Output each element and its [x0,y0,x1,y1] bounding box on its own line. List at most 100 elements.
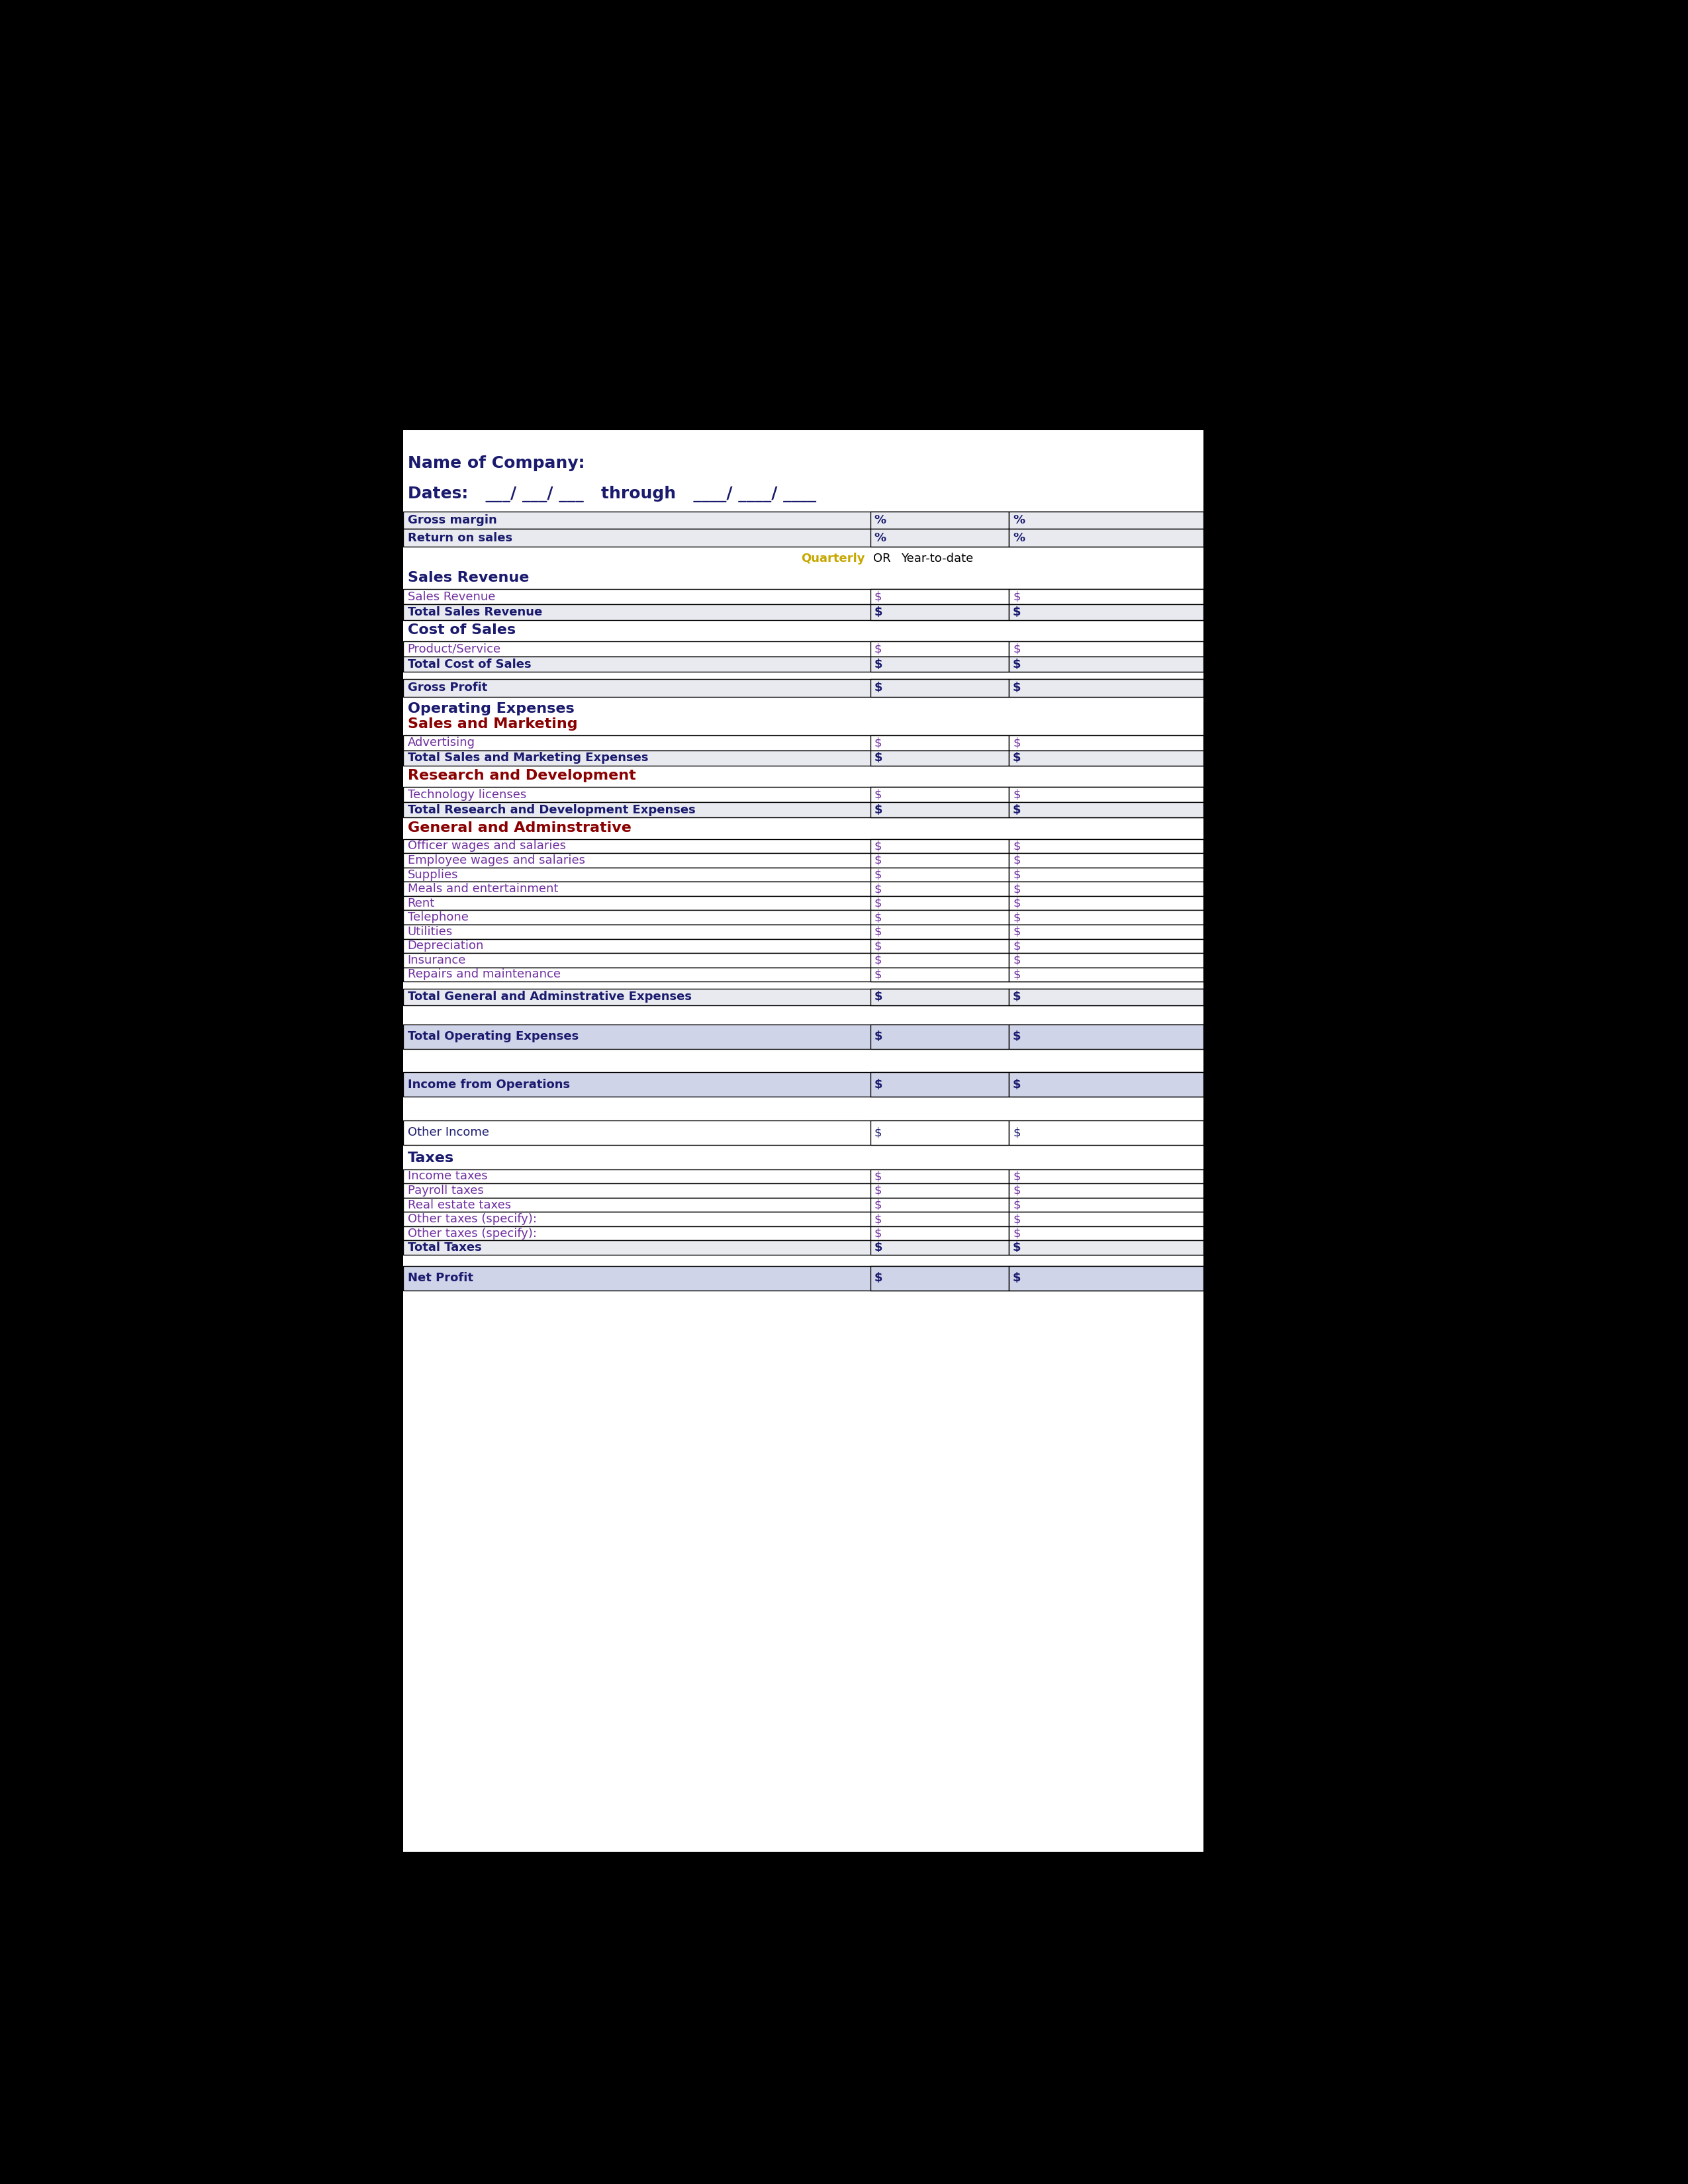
Text: %: % [874,515,886,526]
Text: Research and Development: Research and Development [407,769,636,782]
Text: $: $ [1013,788,1021,802]
Text: Dates:   ___/ ___/ ___   through   ____/ ____/ ____: Dates: ___/ ___/ ___ through ____/ ____/… [407,485,815,502]
Text: Name of Company:: Name of Company: [407,456,584,472]
Text: $: $ [874,939,881,952]
Text: $: $ [1013,939,1021,952]
Bar [403,1024,1204,1048]
Text: $: $ [1013,841,1021,852]
Text: Technology licenses: Technology licenses [407,788,527,802]
Bar [871,590,1009,605]
Bar [403,882,1204,895]
Text: $: $ [1013,736,1021,749]
Bar [1009,511,1204,529]
Text: Product/Service: Product/Service [407,642,501,655]
Bar [1009,1024,1204,1048]
Bar [403,605,1204,620]
Text: $: $ [1013,898,1021,909]
Bar [1009,1241,1204,1256]
Bar [1009,939,1204,952]
Bar [403,642,1204,657]
Bar [1009,1072,1204,1096]
Text: Total Research and Development Expenses: Total Research and Development Expenses [407,804,695,817]
Bar [1009,590,1204,605]
Text: $: $ [1013,926,1021,937]
Bar [1009,1212,1204,1225]
Bar [1009,751,1204,767]
Text: Sales Revenue: Sales Revenue [407,592,495,603]
Bar [403,679,1204,697]
Text: $: $ [1013,1199,1021,1210]
Text: Repairs and maintenance: Repairs and maintenance [407,968,560,981]
Text: $: $ [1013,804,1021,817]
Bar [1009,952,1204,968]
Bar [871,882,1009,895]
Text: Sales and Marketing: Sales and Marketing [407,716,577,729]
Text: Total Taxes: Total Taxes [407,1243,481,1254]
Text: Telephone: Telephone [407,911,468,924]
Bar [871,1267,1009,1291]
Text: $: $ [874,681,883,695]
Text: OR: OR [873,553,891,566]
Text: $: $ [874,926,881,937]
Bar [871,1168,1009,1184]
Bar [403,1072,1204,1096]
Text: $: $ [874,657,883,670]
Bar [403,839,1204,854]
Text: $: $ [874,841,881,852]
Text: $: $ [874,751,883,764]
Bar [1009,989,1204,1005]
Bar [1009,854,1204,867]
Text: $: $ [874,1031,883,1042]
Bar [871,736,1009,751]
Text: $: $ [1013,1273,1021,1284]
Bar [403,1120,1204,1144]
Text: Depreciation: Depreciation [407,939,484,952]
Text: Supplies: Supplies [407,869,457,880]
Text: Utilities: Utilities [407,926,452,937]
Bar [871,642,1009,657]
Bar [403,1225,1204,1241]
Text: Rent: Rent [407,898,436,909]
Text: $: $ [1013,657,1021,670]
Bar [1009,1197,1204,1212]
Bar [403,751,1204,767]
Text: $: $ [874,968,881,981]
Text: $: $ [874,992,883,1002]
Text: $: $ [1013,954,1021,965]
Bar [871,1072,1009,1096]
Text: Total Sales and Marketing Expenses: Total Sales and Marketing Expenses [407,751,648,764]
Bar [403,657,1204,673]
Text: $: $ [874,1127,881,1138]
Text: $: $ [1013,854,1021,867]
Bar [871,1184,1009,1197]
Text: Operating Expenses: Operating Expenses [407,701,574,714]
Bar [403,802,1204,817]
Bar [1009,867,1204,882]
Bar [871,1241,1009,1256]
Bar [403,939,1204,952]
Text: $: $ [874,1243,883,1254]
Bar [871,839,1009,854]
Bar [403,968,1204,981]
Text: Officer wages and salaries: Officer wages and salaries [407,841,565,852]
Bar [871,895,1009,911]
Bar [403,1212,1204,1225]
Bar [871,911,1009,924]
Bar [871,1197,1009,1212]
Text: Quarterly: Quarterly [802,553,864,566]
Text: Total Sales Revenue: Total Sales Revenue [407,607,542,618]
Bar [871,952,1009,968]
Bar [403,1184,1204,1197]
Bar [1009,1225,1204,1241]
Bar [871,802,1009,817]
Bar [871,924,1009,939]
Text: Other Income: Other Income [407,1127,490,1138]
Bar [1009,679,1204,697]
Text: $: $ [1013,1127,1021,1138]
Text: Other taxes (specify):: Other taxes (specify): [407,1227,537,1238]
Bar [1009,839,1204,854]
Text: $: $ [1013,1243,1021,1254]
Text: $: $ [1013,592,1021,603]
Text: $: $ [874,1184,881,1197]
Bar [1009,1267,1204,1291]
